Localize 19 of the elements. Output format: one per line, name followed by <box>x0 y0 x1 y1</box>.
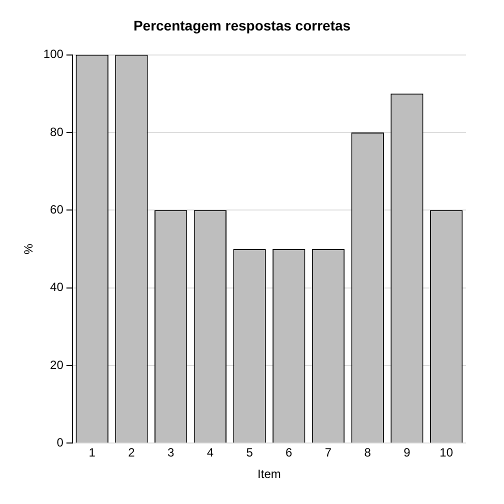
y-axis-title: % <box>22 243 36 254</box>
x-tick-label: 2 <box>128 446 136 460</box>
x-tick-label: 7 <box>324 446 332 460</box>
y-tick-label: 80 <box>50 124 64 139</box>
x-tick-label: 1 <box>88 446 96 460</box>
y-tick-label: 60 <box>50 202 64 216</box>
y-tick-label: 20 <box>50 358 64 372</box>
chart-title: Percentagem respostas corretas <box>133 17 351 34</box>
y-tick-label: 40 <box>50 280 64 294</box>
x-tick-label: 10 <box>440 446 454 460</box>
x-tick-label: 4 <box>206 446 214 460</box>
y-tick-label: 100 <box>43 47 64 62</box>
x-tick-label: 8 <box>364 446 372 460</box>
x-tick-label: 5 <box>246 446 254 460</box>
y-tick-label: 0 <box>56 436 64 450</box>
x-tick-label: 3 <box>167 446 174 460</box>
x-axis-title: Item <box>258 467 281 482</box>
x-tick-label: 6 <box>286 446 293 460</box>
x-tick-label: 9 <box>404 446 411 460</box>
